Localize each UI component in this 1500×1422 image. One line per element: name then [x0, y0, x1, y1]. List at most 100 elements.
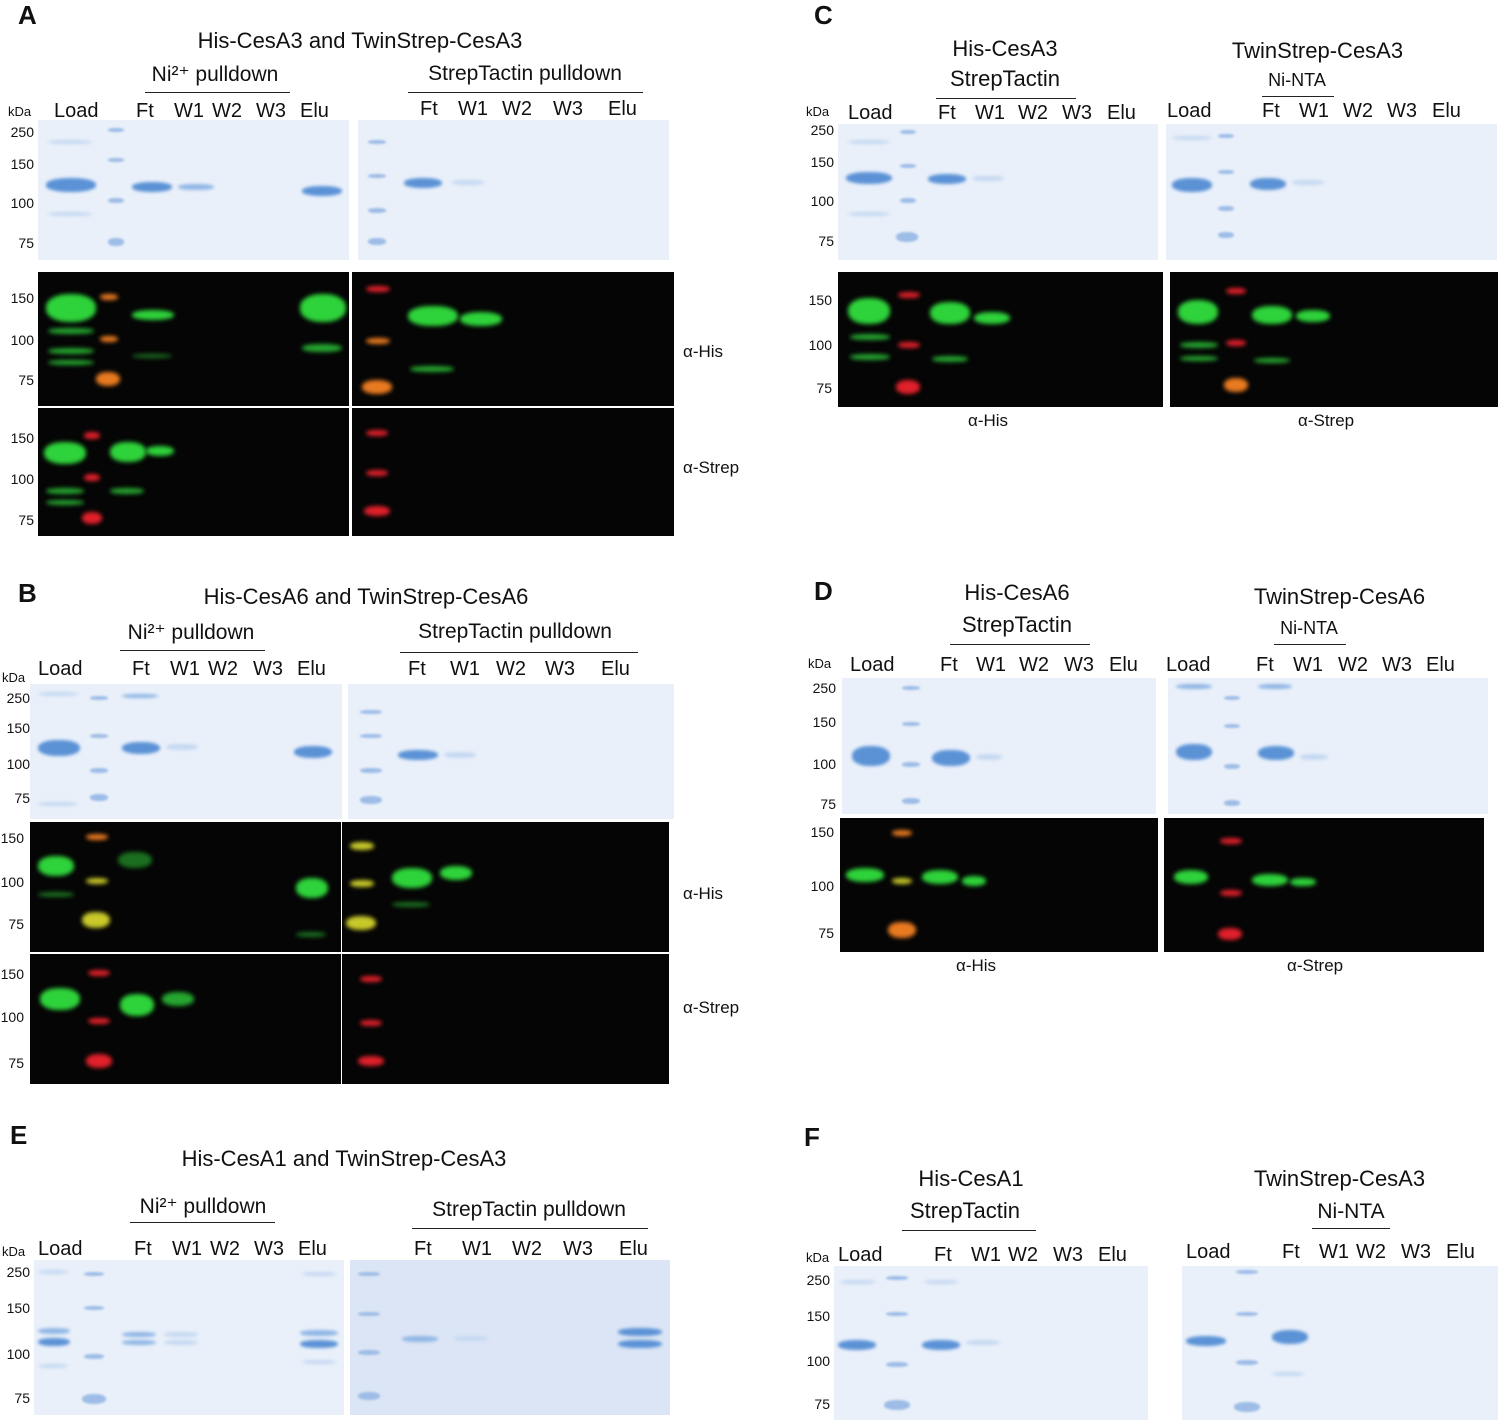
- panel-b-blot1-marker-75: 75: [8, 916, 24, 932]
- panel-c-right-subtitle: Ni-NTA: [1268, 70, 1326, 90]
- panel-a-lane-elu-right: Elu: [608, 98, 637, 120]
- panel-e-lane-ft: Ft: [134, 1238, 152, 1260]
- panel-b-lane-w2-right: W2: [496, 658, 526, 680]
- panel-b-lane-w2: W2: [208, 658, 238, 680]
- panel-c-right-underline: [1262, 96, 1334, 97]
- panel-c-left-title-line2: StrepTactin: [949, 66, 1061, 91]
- panel-f-lane-load: Load: [838, 1244, 883, 1266]
- panel-f-left-underline: [902, 1230, 1036, 1231]
- panel-a-lane-ft-right: Ft: [420, 98, 438, 120]
- panel-c-lane-w1: W1: [975, 102, 1005, 124]
- panel-a-title: His-CesA3 and TwinStrep-CesA3: [197, 28, 523, 53]
- panel-b-right-subtitle: StrepTactin pulldown: [418, 620, 612, 643]
- panel-d-right-underline: [1274, 644, 1346, 645]
- panel-f-kda-label: kDa: [806, 1250, 830, 1265]
- panel-b-left-underline: [120, 650, 265, 651]
- panel-f-lane-w2-right: W2: [1356, 1241, 1386, 1263]
- panel-f-lane-elu: Elu: [1098, 1244, 1127, 1266]
- panel-d-lane-w3-right: W3: [1382, 654, 1412, 676]
- panel-b-blot1-marker-100: 100: [0, 874, 24, 890]
- panel-a-right-subtitle: StrepTactin pulldown: [428, 62, 622, 85]
- panel-a-his-blot-right: [352, 272, 674, 406]
- panel-b-marker-250: 250: [6, 690, 30, 706]
- panel-b-lane-ft-right: Ft: [408, 658, 426, 680]
- panel-f-gel-left: [834, 1266, 1148, 1420]
- panel-c-strep-blot: [1170, 272, 1498, 407]
- panel-f-left-title-line1: His-CesA1: [918, 1166, 1024, 1191]
- panel-a-gel-right: [358, 120, 669, 260]
- panel-b-marker-150: 150: [6, 720, 30, 736]
- panel-e-marker-250: 250: [6, 1264, 30, 1280]
- panel-letter-e: E: [10, 1120, 28, 1150]
- panel-e-right-subtitle: StrepTactin pulldown: [432, 1198, 626, 1221]
- panel-b-title: His-CesA6 and TwinStrep-CesA6: [203, 584, 529, 609]
- panel-a-marker-250: 250: [10, 124, 34, 140]
- panel-c-marker-250: 250: [810, 122, 834, 138]
- panel-e-marker-150: 150: [6, 1300, 30, 1316]
- panel-b-gel-right: [348, 684, 674, 819]
- panel-a-lane-load: Load: [54, 100, 99, 122]
- panel-b-blot2-marker-150: 150: [0, 966, 24, 982]
- panel-d-lane-load: Load: [850, 654, 895, 676]
- panel-c-lane-w2-right: W2: [1343, 100, 1373, 122]
- panel-f-lane-load-right: Load: [1186, 1241, 1231, 1263]
- panel-e-lane-w1-right: W1: [462, 1238, 492, 1260]
- panel-d-left-title-line1: His-CesA6: [964, 580, 1070, 605]
- panel-b-blot1-marker-150: 150: [0, 830, 24, 846]
- panel-e-title: His-CesA1 and TwinStrep-CesA3: [181, 1146, 507, 1171]
- panel-a-blot2-marker-100: 100: [10, 471, 34, 487]
- panel-e-lane-w1: W1: [172, 1238, 202, 1260]
- panel-b-strep-antibody-label: α-Strep: [683, 998, 740, 1017]
- panel-d-gel-right: [1168, 678, 1488, 814]
- panel-a-blot2-marker-150: 150: [10, 430, 34, 446]
- panel-a-his-blot-left: [38, 272, 349, 406]
- panel-f-right-subtitle: Ni-NTA: [1317, 1200, 1385, 1223]
- panel-d-left-title-line2: StrepTactin: [961, 612, 1073, 637]
- panel-b-kda-label: kDa: [2, 670, 26, 685]
- panel-b-marker-75: 75: [14, 790, 30, 806]
- panel-c-blot-marker-75: 75: [816, 380, 832, 396]
- panel-f-left-title-line2: StrepTactin: [909, 1198, 1021, 1223]
- panel-c-lane-elu: Elu: [1107, 102, 1136, 124]
- panel-c-lane-load: Load: [848, 102, 893, 124]
- panel-b-lane-ft: Ft: [132, 658, 150, 680]
- panel-d-right-subtitle: Ni-NTA: [1280, 618, 1338, 638]
- panel-d-lane-ft-right: Ft: [1256, 654, 1274, 676]
- panel-f-lane-ft: Ft: [934, 1244, 952, 1266]
- panel-e-lane-elu-right: Elu: [619, 1238, 648, 1260]
- panel-b-lane-elu-right: Elu: [601, 658, 630, 680]
- panel-b-lane-w1: W1: [170, 658, 200, 680]
- panel-letter-b: B: [18, 578, 37, 608]
- panel-a-left-underline: [145, 92, 290, 93]
- panel-a-blot2-marker-75: 75: [18, 512, 34, 528]
- panel-a-blot1-marker-75: 75: [18, 372, 34, 388]
- panel-b-strep-blot-right: [342, 954, 669, 1084]
- panel-f-lane-w1-right: W1: [1319, 1241, 1349, 1263]
- panel-e-left-subtitle: Ni²⁺ pulldown: [139, 1195, 267, 1218]
- panel-e-lane-w2-right: W2: [512, 1238, 542, 1260]
- panel-e-gel-right: [350, 1260, 670, 1415]
- panel-c-his-antibody-label: α-His: [968, 411, 1009, 430]
- panel-d-lane-w3: W3: [1064, 654, 1094, 676]
- panel-c-gel-right: [1166, 124, 1497, 260]
- panel-c-kda-label: kDa: [806, 104, 830, 119]
- panel-a-lane-w2: W2: [212, 100, 242, 122]
- panel-d-marker-75: 75: [820, 796, 836, 812]
- panel-d-left-underline: [950, 644, 1090, 645]
- panel-b-blot2-marker-75: 75: [8, 1055, 24, 1071]
- panel-a-marker-75: 75: [18, 235, 34, 251]
- panel-a-right-underline: [408, 92, 643, 93]
- panel-b-lane-load: Load: [38, 658, 83, 680]
- panel-f-marker-75: 75: [814, 1396, 830, 1412]
- panel-c-lane-ft-right: Ft: [1262, 100, 1280, 122]
- panel-c-left-title-line1: His-CesA3: [952, 36, 1058, 61]
- panel-f-lane-elu-right: Elu: [1446, 1241, 1475, 1263]
- panel-b-lane-w3: W3: [253, 658, 283, 680]
- panel-d-strep-blot: [1164, 818, 1484, 952]
- panel-c-right-title: TwinStrep-CesA3: [1231, 38, 1404, 63]
- panel-f-lane-w2: W2: [1008, 1244, 1038, 1266]
- panel-b-lane-w3-right: W3: [545, 658, 575, 680]
- panel-e-right-underline: [412, 1228, 648, 1229]
- panel-d-lane-load-right: Load: [1166, 654, 1211, 676]
- panel-a-lane-w1: W1: [174, 100, 204, 122]
